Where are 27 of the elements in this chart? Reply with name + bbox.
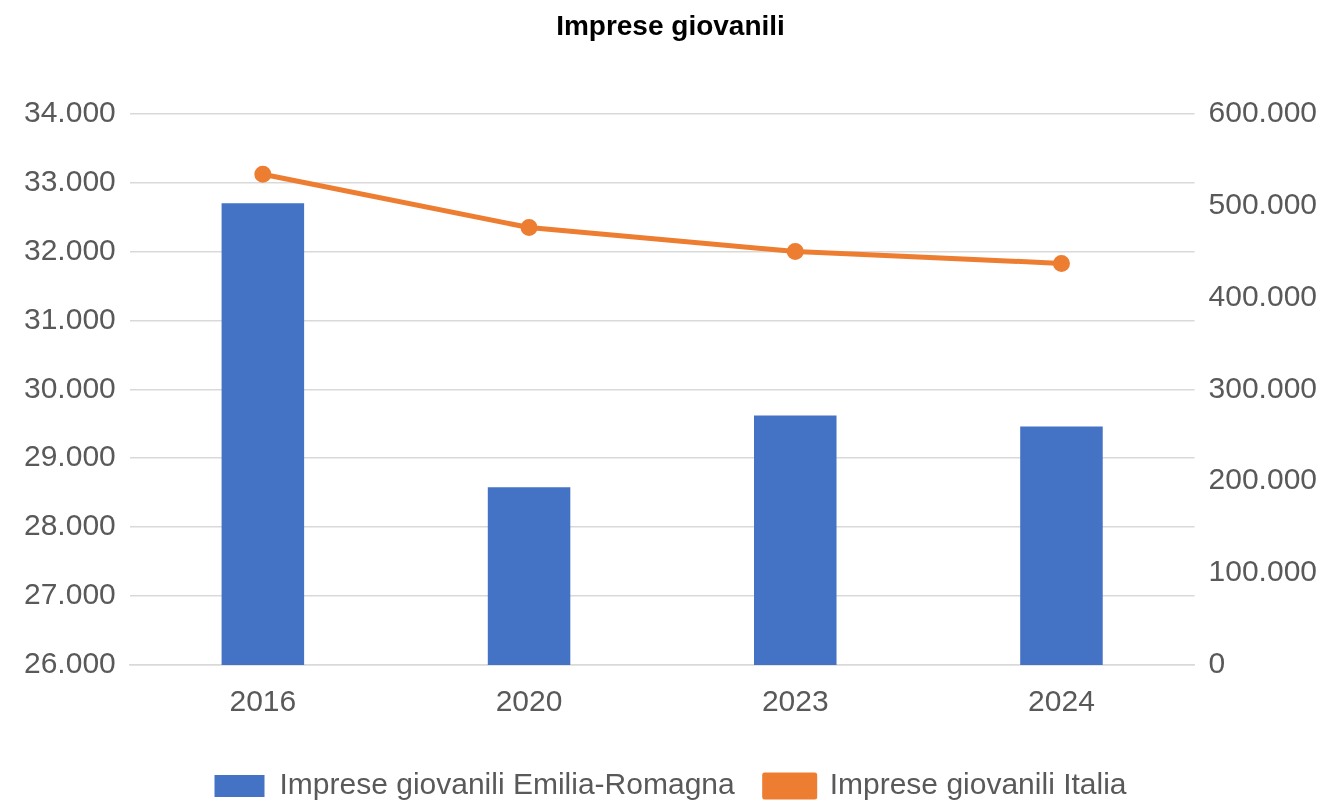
y-tick-label: 29.000 xyxy=(23,439,116,473)
y-tick-label: 27.000 xyxy=(23,577,116,611)
y2-tick-label: 600.000 xyxy=(1208,94,1318,128)
y2-tick-label: 300.000 xyxy=(1208,370,1318,404)
x-tick-label: 2024 xyxy=(1028,684,1095,718)
y2-tick-label: 100.000 xyxy=(1208,554,1318,588)
y-tick-label: 28.000 xyxy=(23,508,116,542)
point xyxy=(786,242,804,260)
x-tick-label: 2020 xyxy=(495,684,563,718)
y2-tick-label: 500.000 xyxy=(1208,186,1318,220)
y-tick-label: 26.000 xyxy=(23,646,116,680)
y2-tick-label: 0 xyxy=(1208,646,1226,680)
legend-label: Imprese giovanili Italia xyxy=(829,767,1127,801)
y-tick-label: 32.000 xyxy=(23,232,116,266)
y-tick-label: 30.000 xyxy=(23,370,116,404)
chart-title: Imprese giovanili xyxy=(556,9,785,41)
point xyxy=(1052,254,1070,272)
y-tick-label: 34.000 xyxy=(23,94,116,128)
x-tick-label: 2016 xyxy=(229,684,297,718)
y-tick-label: 31.000 xyxy=(23,301,116,335)
y2-tick-label: 400.000 xyxy=(1208,278,1318,312)
y2-tick-label: 200.000 xyxy=(1208,462,1318,496)
x-tick-label: 2023 xyxy=(761,684,829,718)
legend-label: Imprese giovanili Emilia-Romagna xyxy=(279,767,735,801)
y-tick-label: 33.000 xyxy=(23,163,116,197)
point xyxy=(254,165,272,183)
point xyxy=(520,219,538,237)
